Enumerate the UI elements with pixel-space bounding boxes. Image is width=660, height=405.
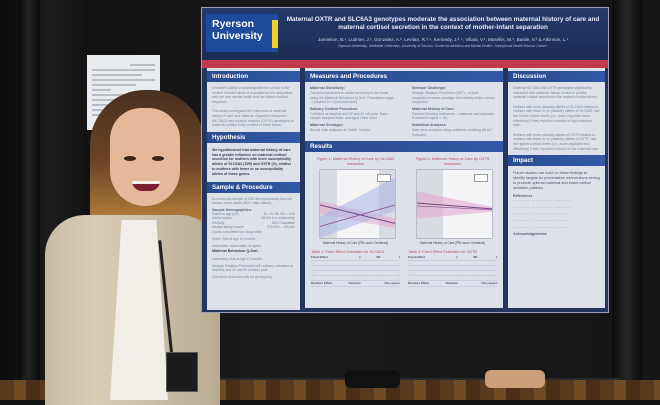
measure-label: Maternal History of Care: bbox=[412, 106, 455, 111]
eye bbox=[124, 156, 136, 161]
measure-label: Salivary Cortisol Procedure: bbox=[310, 106, 359, 111]
logo-line-2: University bbox=[212, 30, 263, 42]
figure-2-title: Figure 2: Maternal History of Care by OX… bbox=[415, 157, 490, 166]
figure-1-lines bbox=[320, 178, 395, 239]
logo-line-1: Ryerson bbox=[212, 18, 255, 30]
measure-text: Buccal cells analyzed at CAMH, Toronto bbox=[310, 127, 371, 132]
figure-2-legend bbox=[474, 174, 488, 183]
right-column: Discussion Maternal SLC6A3 and OXTR geno… bbox=[508, 68, 605, 308]
display-stand-pole-right bbox=[612, 0, 642, 400]
reference-entry: ··· ···· ······ ···· ··· ······ ···· ·· … bbox=[513, 205, 571, 210]
middle-column: Measures and Procedures Maternal Sensiti… bbox=[305, 68, 503, 308]
measure-label: Maternal Genotype: bbox=[310, 122, 344, 127]
procedure-step: Strange Situation Procedure with salivar… bbox=[212, 263, 293, 273]
reference-entry: ··· ···· ······ ···· ··· ······ ···· ·· … bbox=[513, 218, 571, 223]
poster-title: Maternal OXTR and SLC6A3 genotypes moder… bbox=[286, 16, 600, 31]
attendee-feet bbox=[485, 370, 545, 388]
results-tables: Table 1: Fixed Effect Estimates for SLC6… bbox=[305, 247, 503, 287]
demographic-row: Median family income $70,000 – 100,000 bbox=[212, 224, 295, 229]
section-heading-measures: Measures and Procedures bbox=[305, 71, 503, 82]
reference-entry: ··· ···· ······ ···· ··· ······ ···· ·· … bbox=[513, 212, 571, 217]
measure-label: Maternal Sensitivity: bbox=[310, 86, 345, 90]
header-accent-band bbox=[202, 60, 608, 68]
figure-2-lines bbox=[417, 191, 492, 219]
procedure-step: Maternal Behaviour Q-Sort bbox=[212, 249, 258, 254]
logo-accent-bar bbox=[272, 20, 278, 48]
left-column: Introduction A mother's ability to downr… bbox=[207, 68, 300, 310]
measure-text: Collected at baseline and 20 and 40 min … bbox=[310, 111, 388, 121]
hypothesis-text: We hypothesized that maternal history of… bbox=[212, 147, 292, 176]
measure-label: Statistical Analyses: bbox=[412, 122, 447, 127]
figure-1-plot bbox=[319, 169, 396, 240]
table-1-title: Table 1: Fixed Effect Estimates for SLC6… bbox=[311, 250, 384, 255]
discussion-paragraph-1: Maternal SLC6A3 and OXTR genotypes signi… bbox=[513, 86, 598, 100]
references-label: References bbox=[513, 194, 533, 199]
intro-paragraph-2: This study investigated the influences o… bbox=[212, 109, 295, 128]
figure-1-title: Figure 1: Maternal History of Care by SL… bbox=[316, 157, 395, 166]
results-figures: Figure 1: Maternal History of Care by SL… bbox=[305, 155, 503, 247]
demographic-row: Marital status 96.5% in a relationship bbox=[212, 216, 295, 221]
measures-grid: Maternal Sensitivity: Trained experiment… bbox=[305, 85, 503, 138]
demographic-row: Maternal age (yrs) M = 32.98, SD = 4.09 bbox=[212, 211, 295, 216]
poster-header: Ryerson University Maternal OXTR and SLC… bbox=[202, 8, 608, 60]
measure-text: Trained experimenters coded sensitivity … bbox=[310, 91, 395, 105]
reference-entry: ··· ···· ······ ···· ··· ······ ···· ·· … bbox=[513, 225, 571, 230]
research-poster: Ryerson University Maternal OXTR and SLC… bbox=[201, 7, 609, 313]
measure-text: Parental Bonding Instrument – maternal c… bbox=[412, 111, 495, 121]
attendee-feet bbox=[345, 370, 400, 388]
eye bbox=[152, 156, 164, 161]
section-heading-impact: Impact bbox=[508, 155, 605, 167]
table-2: Table 2: Fixed Effect Estimates for OXTR… bbox=[408, 247, 497, 287]
discussion-paragraph-3: Mothers with more plasticity alleles of … bbox=[513, 132, 599, 151]
discussion-paragraph-2: Mothers with more plasticity alleles of … bbox=[513, 104, 600, 128]
measure-label: Stressor Challenge: bbox=[412, 86, 446, 90]
figure-1: Figure 1: Maternal History of Care by SL… bbox=[311, 157, 400, 245]
procedure-step: Home Visit at age 16 months bbox=[212, 236, 256, 241]
procedure-step: Laboratory Visit at age 17 months bbox=[212, 256, 263, 261]
figure-1-legend bbox=[377, 174, 391, 183]
university-logo: Ryerson University bbox=[206, 14, 278, 52]
measure-text: Data were analyzed using multilevel mode… bbox=[412, 127, 493, 137]
display-stand-pole-left bbox=[18, 0, 40, 400]
smile bbox=[132, 181, 160, 191]
section-heading-hypothesis: Hypothesis bbox=[207, 131, 300, 143]
name-badge bbox=[166, 352, 198, 392]
acknowledgements-label: Acknowledgements bbox=[513, 232, 547, 237]
table-1: Table 1: Fixed Effect Estimates for SLC6… bbox=[311, 247, 400, 287]
section-heading-introduction: Introduction bbox=[207, 71, 300, 82]
measure-text: Strange Situation Procedure (SSP) – a dy… bbox=[412, 91, 495, 105]
figure-2-xlabel: Maternal History of Care (PBI score Cent… bbox=[419, 241, 486, 246]
intro-paragraph-1: A mother's ability to downregulate her c… bbox=[212, 86, 293, 104]
demographics-label: Sample Demographics: bbox=[212, 207, 252, 212]
figure-2: Figure 2: Maternal History of Care by OX… bbox=[408, 157, 497, 245]
section-heading-results: Results bbox=[305, 141, 503, 153]
procedure-step: Naturalistic observation of dyads bbox=[212, 243, 262, 248]
sample-intro: A community sample of 296 demographicall… bbox=[212, 196, 292, 206]
presenter bbox=[40, 90, 230, 405]
face bbox=[110, 108, 180, 206]
section-heading-sample: Sample & Procedure bbox=[207, 181, 300, 193]
procedure-step: Collection of buccal cells for genotypin… bbox=[212, 274, 272, 279]
demographic-row: Ethnicity 88% Caucasian bbox=[212, 220, 295, 225]
poster-affiliations: Ryerson University¹, McMaster University… bbox=[338, 44, 548, 48]
section-heading-discussion: Discussion bbox=[508, 71, 605, 82]
impact-text: Future studies can build on these findin… bbox=[513, 171, 600, 191]
table-2-title: Table 2: Fixed Effect Estimates for OXTR bbox=[408, 250, 478, 255]
figure-1-xlabel: Maternal History of Care (PBI score Cent… bbox=[322, 241, 389, 246]
poster-authors: Jamieson, B.¹, Ludmer, J.¹, Gonzalez, A.… bbox=[317, 37, 569, 42]
figure-2-plot bbox=[416, 169, 493, 240]
procedure-step: Dyads completed two study visits bbox=[212, 230, 262, 235]
reference-entry: ··· ···· ······ ···· ··· ······ ···· ·· … bbox=[513, 199, 571, 204]
